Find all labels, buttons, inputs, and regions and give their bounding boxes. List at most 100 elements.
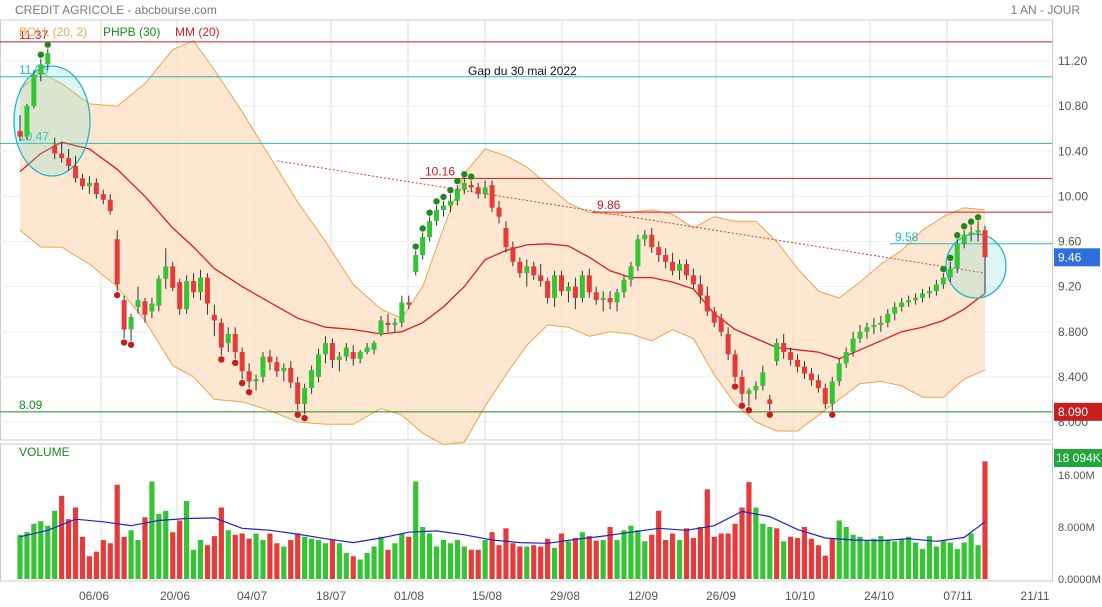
phpb-high-dot [419, 225, 426, 232]
candle-body [406, 302, 412, 305]
volume-bar [885, 540, 891, 579]
volume-bar [350, 556, 356, 579]
volume-bar [239, 533, 245, 579]
candle-body [114, 239, 120, 285]
volume-bar [190, 549, 197, 579]
candle-body [253, 379, 259, 382]
candle-body [510, 247, 516, 262]
volume-bar [177, 520, 183, 579]
candle-body [815, 380, 821, 389]
price-tick-label: 8.400 [1058, 370, 1088, 384]
candle-body [711, 311, 717, 323]
candle-body [642, 234, 648, 240]
phpb-low-dot [731, 383, 739, 390]
volume-bar [267, 533, 273, 579]
candle-body [427, 221, 433, 237]
candle-body [704, 295, 710, 312]
period-selector[interactable]: 1 AN - JOUR [1010, 3, 1080, 17]
volume-bar [149, 481, 155, 579]
legend-mm: MM (20) [175, 25, 220, 39]
x-tick-label: 18/07 [316, 589, 346, 603]
volume-bar [711, 536, 717, 579]
candle-body [503, 227, 509, 248]
candles [17, 48, 988, 415]
phpb-high-dot [947, 254, 954, 262]
volume-bar [621, 530, 627, 579]
candle-body [440, 205, 446, 210]
volume-bar [65, 519, 72, 579]
candle-body [163, 266, 169, 279]
volume-bar [184, 501, 190, 579]
phpb-low-dot [745, 407, 753, 414]
volume-bar [107, 543, 113, 579]
phpb-low-dot [766, 411, 773, 418]
candle-body [52, 145, 58, 154]
volume-bar [121, 536, 127, 579]
volume-bar [128, 530, 134, 579]
phpb-low-dot [245, 388, 253, 396]
candle-body [926, 291, 932, 294]
volume-bar [878, 536, 884, 579]
candle-body [808, 373, 814, 381]
volume-bar [975, 545, 981, 579]
candle-body [468, 185, 474, 188]
volume-bar [503, 528, 509, 579]
volume-bar [413, 481, 419, 579]
candle-body [940, 277, 946, 285]
candle-body [225, 334, 231, 344]
candle-body [17, 130, 23, 137]
volume-bar [343, 553, 349, 579]
candle-body [135, 300, 141, 307]
volume-bar [683, 528, 690, 579]
candle-body [295, 382, 301, 404]
candle-body [586, 275, 592, 293]
phpb-low-dot [238, 379, 246, 387]
candle-body [538, 275, 544, 281]
candle-body [878, 322, 884, 325]
candle-body [697, 284, 703, 296]
volume-bar [86, 556, 93, 579]
legend-phpb: PHPB (30) [103, 25, 160, 39]
volume-bar [843, 527, 849, 579]
last-volume-badge [1054, 449, 1102, 467]
price-panel-frame [0, 19, 1053, 441]
x-tick-label: 21/11 [1020, 589, 1049, 603]
candle-body [218, 322, 224, 348]
volume-bar [586, 536, 592, 579]
candle-body [677, 264, 683, 271]
volume-bar [579, 532, 585, 579]
bollinger-upper-line [19, 40, 986, 319]
level-label-8.09: 8.09 [19, 398, 43, 412]
candle-body [913, 297, 919, 301]
candle-body [107, 199, 113, 212]
candle-body [899, 302, 905, 307]
volume-bar [142, 517, 148, 579]
candle-body [746, 390, 752, 394]
candle-body [378, 320, 384, 335]
volume-bar [538, 546, 544, 579]
volume-bar [933, 546, 940, 579]
phpb-low-dot [829, 411, 836, 418]
phpb-high-dot [974, 213, 982, 221]
volume-bar [718, 533, 724, 579]
candle-body [836, 363, 842, 382]
volume-bar [204, 545, 211, 579]
volume-bar [656, 510, 662, 579]
candle-body [683, 264, 689, 276]
phpb-high-dot [967, 218, 975, 225]
candle-body [892, 306, 898, 314]
candle-body [316, 354, 322, 377]
volume-bar [135, 540, 141, 579]
candle-body [496, 207, 502, 217]
volume-bar [232, 534, 238, 579]
volume-bar [197, 540, 204, 579]
volume-bar [302, 536, 308, 579]
bollinger-lower-line [19, 229, 986, 446]
volume-bar [315, 540, 322, 579]
candle-body [191, 280, 197, 293]
candle-body [933, 284, 939, 292]
volume-bar [732, 523, 738, 579]
phpb-high-dot [37, 51, 45, 58]
volume-bar [857, 536, 863, 579]
